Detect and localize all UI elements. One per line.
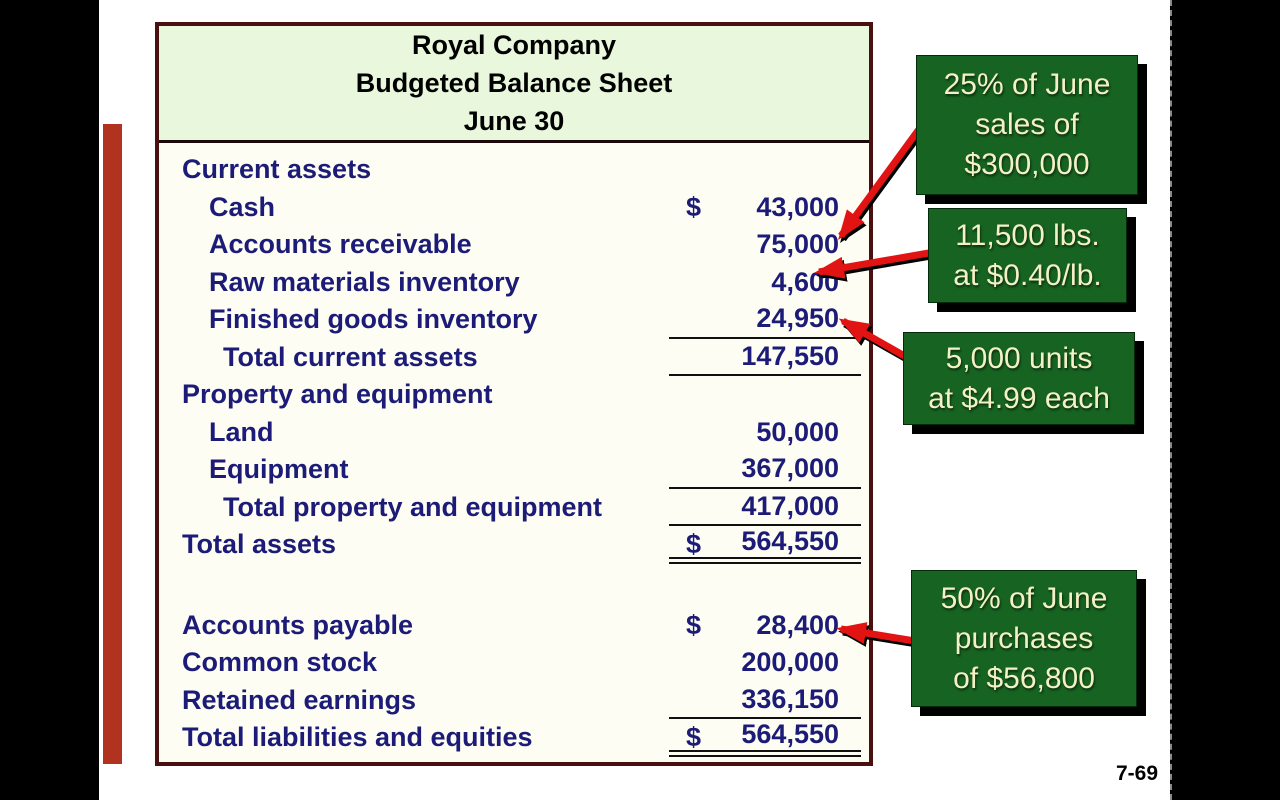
table-row: Total current assets 147,550 (159, 339, 869, 376)
row-label: Cash (209, 191, 276, 222)
company-name: Royal Company (411, 30, 617, 60)
table-spacer-row (159, 564, 869, 607)
row-label: Land (209, 416, 274, 447)
table-row: Land 50,000 (159, 414, 869, 452)
currency-symbol: $ (686, 529, 702, 560)
table-row: Equipment 367,000 (159, 451, 869, 489)
row-amount: 417,000 (669, 489, 861, 526)
currency-symbol: $ (686, 722, 702, 753)
table-row: Retained earnings 336,150 (159, 682, 869, 719)
row-label: Current assets (182, 154, 372, 185)
row-amount: 336,150 (669, 682, 861, 719)
right-black-bar (1170, 0, 1280, 800)
callout-note: 5,000 units at $4.99 each (903, 332, 1135, 425)
red-accent-bar (103, 124, 122, 764)
row-amount: 50,000 (756, 416, 839, 447)
table-row: Total property and equipment 417,000 (159, 489, 869, 526)
balance-sheet-header: Royal Company Budgeted Balance Sheet Jun… (159, 26, 869, 143)
row-amount: 43,000 (756, 191, 839, 222)
callout-line: sales of (975, 108, 1079, 141)
balance-sheet-table: Royal Company Budgeted Balance Sheet Jun… (155, 22, 873, 766)
row-amount: 564,550 (669, 526, 861, 564)
currency-symbol: $ (686, 191, 702, 222)
row-amount: 564,550 (669, 719, 861, 757)
table-row: Finished goods inventory 24,950 (159, 301, 869, 339)
row-amount: 28,400 (756, 609, 839, 640)
row-label: Raw materials inventory (209, 266, 520, 297)
callout-line: at $4.99 each (928, 381, 1110, 415)
callout-line: $300,000 (964, 148, 1090, 181)
callout-line: purchases (954, 621, 1094, 655)
callout-line: 11,500 lbs. (955, 218, 1100, 252)
row-amount: 75,000 (756, 229, 839, 260)
table-row: Raw materials inventory 4,600 (159, 264, 869, 302)
callout-note: 11,500 lbs. at $0.40/lb. (928, 208, 1127, 303)
callout-line: at $0.40/lb. (953, 258, 1102, 292)
table-row: Property and equipment (159, 376, 869, 414)
table-row: Total liabilities and equities $564,550 (159, 719, 869, 757)
row-label: Retained earnings (182, 684, 417, 715)
table-row: Total assets $564,550 (159, 526, 869, 564)
row-label: Total current assets (223, 341, 478, 372)
callout-line: 50% of June (940, 581, 1108, 615)
row-label: Total property and equipment (223, 491, 603, 522)
page-number: 7-69 (1115, 762, 1158, 785)
row-label: Total assets (182, 529, 337, 560)
row-label: Property and equipment (182, 379, 493, 410)
callout-line: 5,000 units (945, 341, 1093, 375)
row-amount: 24,950 (669, 301, 861, 339)
row-label: Accounts receivable (209, 229, 472, 260)
row-amount: 4,600 (771, 266, 839, 297)
row-amount: 147,550 (669, 339, 861, 376)
table-row: Accounts receivable 75,000 (159, 226, 869, 264)
row-amount: 200,000 (741, 647, 839, 678)
balance-sheet-body: Current assets Cash $43,000 Accounts receiv… (159, 143, 869, 757)
callout-note: 25% of June sales of $300,000 (916, 55, 1138, 195)
row-label: Accounts payable (182, 609, 414, 640)
table-row: Cash $43,000 (159, 189, 869, 227)
table-row: Common stock 200,000 (159, 644, 869, 682)
row-amount: 367,000 (669, 451, 861, 489)
statement-date: June 30 (463, 106, 565, 136)
row-label: Equipment (209, 454, 349, 485)
table-row: Current assets (159, 151, 869, 189)
row-label: Total liabilities and equities (182, 722, 533, 753)
callout-line: 25% of June (943, 68, 1111, 101)
statement-title: Budgeted Balance Sheet (355, 68, 673, 98)
callout-line: of $56,800 (953, 661, 1095, 695)
row-label: Finished goods inventory (209, 304, 538, 335)
row-label: Common stock (182, 647, 378, 678)
callout-note: 50% of June purchases of $56,800 (911, 570, 1137, 707)
currency-symbol: $ (686, 609, 702, 640)
left-black-bar (0, 0, 99, 800)
table-row: Accounts payable $28,400 (159, 607, 869, 645)
